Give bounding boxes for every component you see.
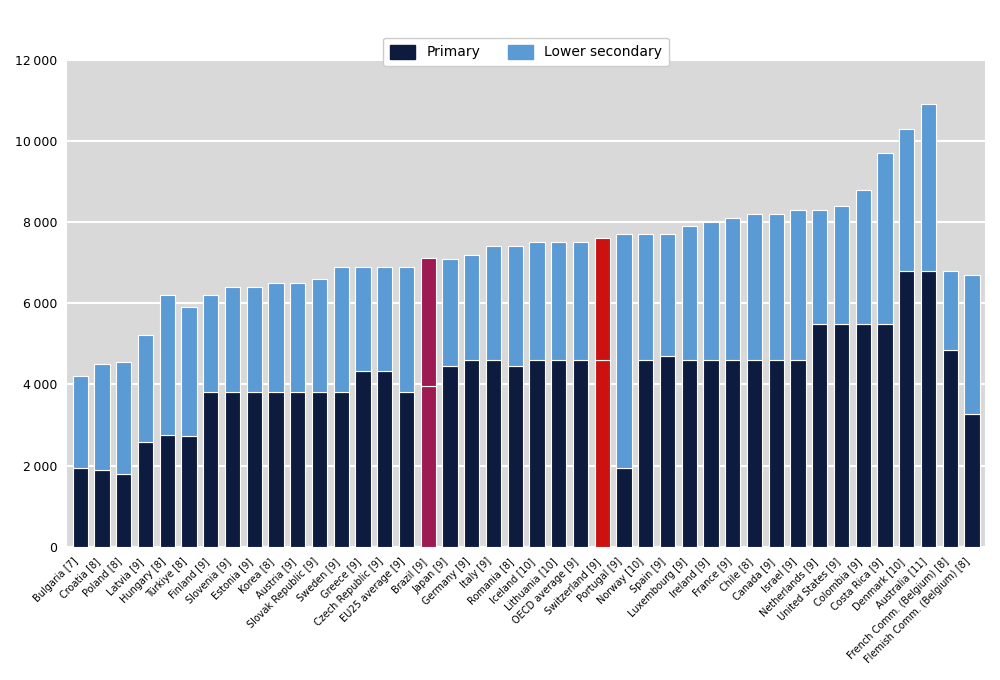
Bar [616,235,632,468]
Bar [790,360,806,547]
Bar [247,392,262,547]
Bar [399,392,414,547]
Bar [138,441,153,547]
Bar [703,360,719,547]
Bar [73,469,88,547]
Bar [682,226,697,360]
Bar [334,267,349,392]
Bar [660,356,675,547]
Bar [660,235,675,356]
Bar [899,271,914,547]
Bar [812,210,827,324]
Bar [747,214,762,360]
Bar [747,360,762,547]
Bar [421,386,436,547]
Bar [877,324,893,547]
Bar [486,246,501,360]
Bar [508,366,523,547]
Bar [573,360,588,547]
Bar [334,392,349,547]
Bar [703,222,719,360]
Bar [682,360,697,547]
Bar [160,295,175,435]
Bar [595,239,610,360]
Bar [203,295,218,392]
Bar [725,218,740,360]
Bar [834,324,849,547]
Bar [616,468,632,547]
Bar [834,206,849,324]
Bar [964,275,980,413]
Bar [943,350,958,547]
Bar [551,242,566,360]
Bar [725,360,740,547]
Bar [769,360,784,547]
Bar [355,267,371,371]
Bar [73,376,88,469]
Bar [877,153,893,324]
Bar [790,210,806,360]
Bar [856,190,871,324]
Bar [421,258,436,386]
Bar [312,279,327,392]
Bar [94,470,110,547]
Bar [116,362,131,474]
Bar [377,267,392,371]
Bar [964,413,980,547]
Bar [116,474,131,547]
Bar [247,287,262,392]
Bar [856,324,871,547]
Bar [508,246,523,366]
Bar [225,392,240,547]
Bar [203,392,218,547]
Bar [399,267,414,392]
Bar [921,105,936,271]
Bar [94,364,110,470]
Bar [943,271,958,350]
Bar [160,435,175,547]
Bar [486,360,501,547]
Bar [442,258,458,366]
Bar [268,392,284,547]
Bar [268,283,284,392]
Bar [290,392,305,547]
Bar [921,271,936,547]
Bar [181,307,197,436]
Bar [638,235,653,360]
Bar [377,371,392,547]
Bar [290,283,305,392]
Bar [595,360,610,547]
Bar [225,287,240,392]
Bar [181,436,197,547]
Bar [529,242,545,360]
Bar [812,324,827,547]
Bar [573,242,588,360]
Bar [138,335,153,441]
Bar [442,366,458,547]
Bar [551,360,566,547]
Legend: Primary, Lower secondary: Primary, Lower secondary [383,37,669,67]
Bar [464,360,479,547]
Bar [355,371,371,547]
Bar [638,360,653,547]
Bar [769,214,784,360]
Bar [529,360,545,547]
Bar [899,129,914,271]
Bar [464,254,479,360]
Bar [312,392,327,547]
